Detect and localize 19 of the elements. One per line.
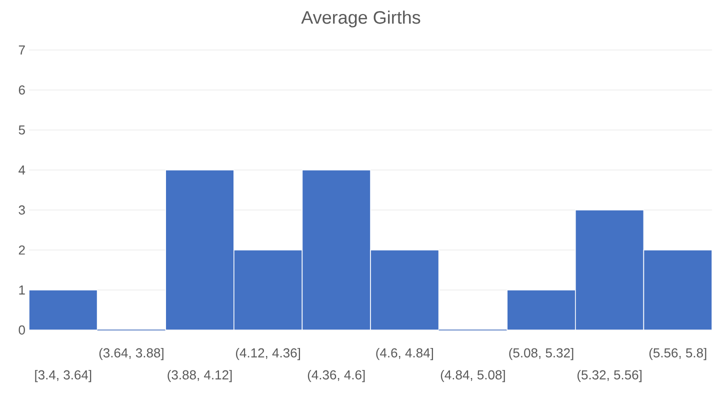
y-tick-label: 3 — [18, 205, 25, 215]
x-tick-label: (3.64, 3.88] — [99, 348, 164, 360]
chart-title: Average Girths — [301, 10, 420, 28]
x-tick-label: (3.88, 4.12] — [168, 370, 232, 382]
y-tick-label: 2 — [18, 245, 25, 255]
y-tick-label: 5 — [18, 125, 25, 135]
x-tick-label: [3.4, 3.64] — [35, 370, 92, 382]
x-tick-label: (4.36, 4.6] — [308, 370, 365, 382]
y-tick-label: 4 — [18, 166, 26, 174]
x-tick-label: (4.12, 4.36] — [236, 348, 300, 360]
x-tick-label: (5.32, 5.56] — [577, 370, 642, 382]
x-tick-label: (5.56, 5.8] — [649, 348, 706, 360]
x-tick-label: (4.84, 5.08] — [440, 370, 505, 382]
y-tick-label: 6 — [18, 85, 25, 95]
y-tick-label: 7 — [18, 46, 25, 54]
x-tick-label: (5.08, 5.32] — [509, 348, 574, 360]
y-tick-label: 0 — [18, 325, 25, 335]
x-tick-label: (4.6, 4.84] — [376, 348, 433, 360]
y-tick-label: 1 — [19, 286, 25, 294]
